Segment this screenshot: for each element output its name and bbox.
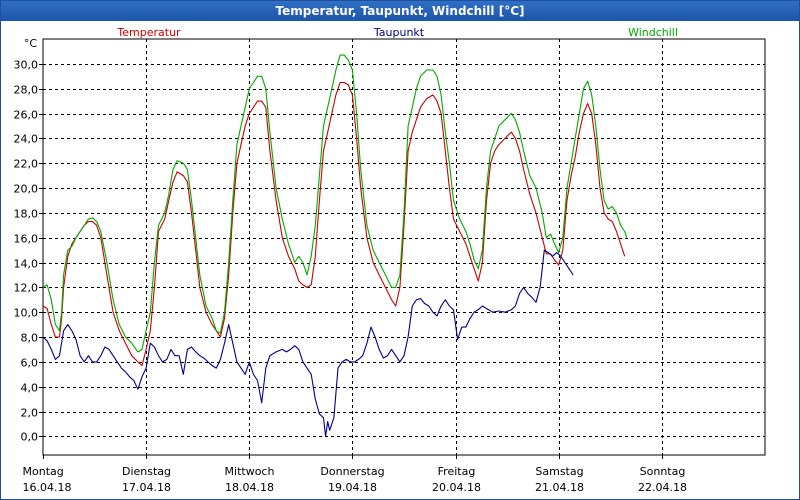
series-temperatur [42, 81, 626, 367]
x-tick-day: Donnerstag [320, 465, 384, 478]
x-tick-date: 22.04.18 [638, 481, 687, 494]
window-title: Temperatur, Taupunkt, Windchill [°C] [1, 1, 799, 21]
x-tick-day: Dienstag [122, 465, 171, 478]
y-tick-label: 18,0 [14, 208, 39, 221]
y-tick-label: 0,0 [21, 431, 39, 444]
series-layer [42, 54, 628, 437]
series-taupunkt [42, 249, 574, 437]
y-tick-label: 20,0 [14, 183, 39, 196]
legend-temperatur: Temperatur [116, 26, 181, 39]
x-tick-date: 18.04.18 [225, 481, 274, 494]
series-windchill [42, 54, 628, 353]
y-tick-label: 12,0 [14, 282, 39, 295]
x-tick-date: 16.04.18 [23, 481, 72, 494]
y-tick-label: 10,0 [14, 307, 39, 320]
y-tick-label: 8,0 [21, 332, 39, 345]
y-tick-label: 28,0 [14, 84, 39, 97]
x-tick-date: 19.04.18 [328, 481, 377, 494]
axis-layer: 0,0 2,0 4,0 6,0 8,0 10,0 12,0 14,0 16,0 18,0 20,0 2… [14, 37, 766, 494]
y-tick-label: 14,0 [14, 258, 39, 271]
x-tick-day: Mittwoch [225, 465, 275, 478]
legend-layer: Temperatur Taupunkt Windchill [116, 26, 678, 39]
y-tick-label: 2,0 [21, 407, 39, 420]
x-tick-day: Montag [23, 465, 64, 478]
x-tick-date: 20.04.18 [432, 481, 481, 494]
x-tick-day: Samstag [535, 465, 583, 478]
legend-taupunkt: Taupunkt [373, 26, 425, 39]
y-tick-label: 6,0 [21, 357, 39, 370]
grid-layer [43, 39, 765, 455]
y-axis-unit: °C [24, 37, 38, 50]
x-tick-day: Sonntag [640, 465, 686, 478]
chart-canvas: 0,0 2,0 4,0 6,0 8,0 10,0 12,0 14,0 16,0 18,0 20,0 2… [14, 26, 766, 494]
legend-windchill: Windchill [628, 26, 678, 39]
y-tick-label: 4,0 [21, 382, 39, 395]
plot-frame [42, 38, 766, 456]
y-tick-label: 30,0 [14, 59, 39, 72]
x-tick-date: 17.04.18 [122, 481, 171, 494]
y-tick-label: 26,0 [14, 109, 39, 122]
x-tick-day: Freitag [438, 465, 476, 478]
y-tick-label: 16,0 [14, 233, 39, 246]
x-tick-date: 21.04.18 [535, 481, 584, 494]
y-tick-label: 22,0 [14, 158, 39, 171]
y-tick-label: 24,0 [14, 133, 39, 146]
